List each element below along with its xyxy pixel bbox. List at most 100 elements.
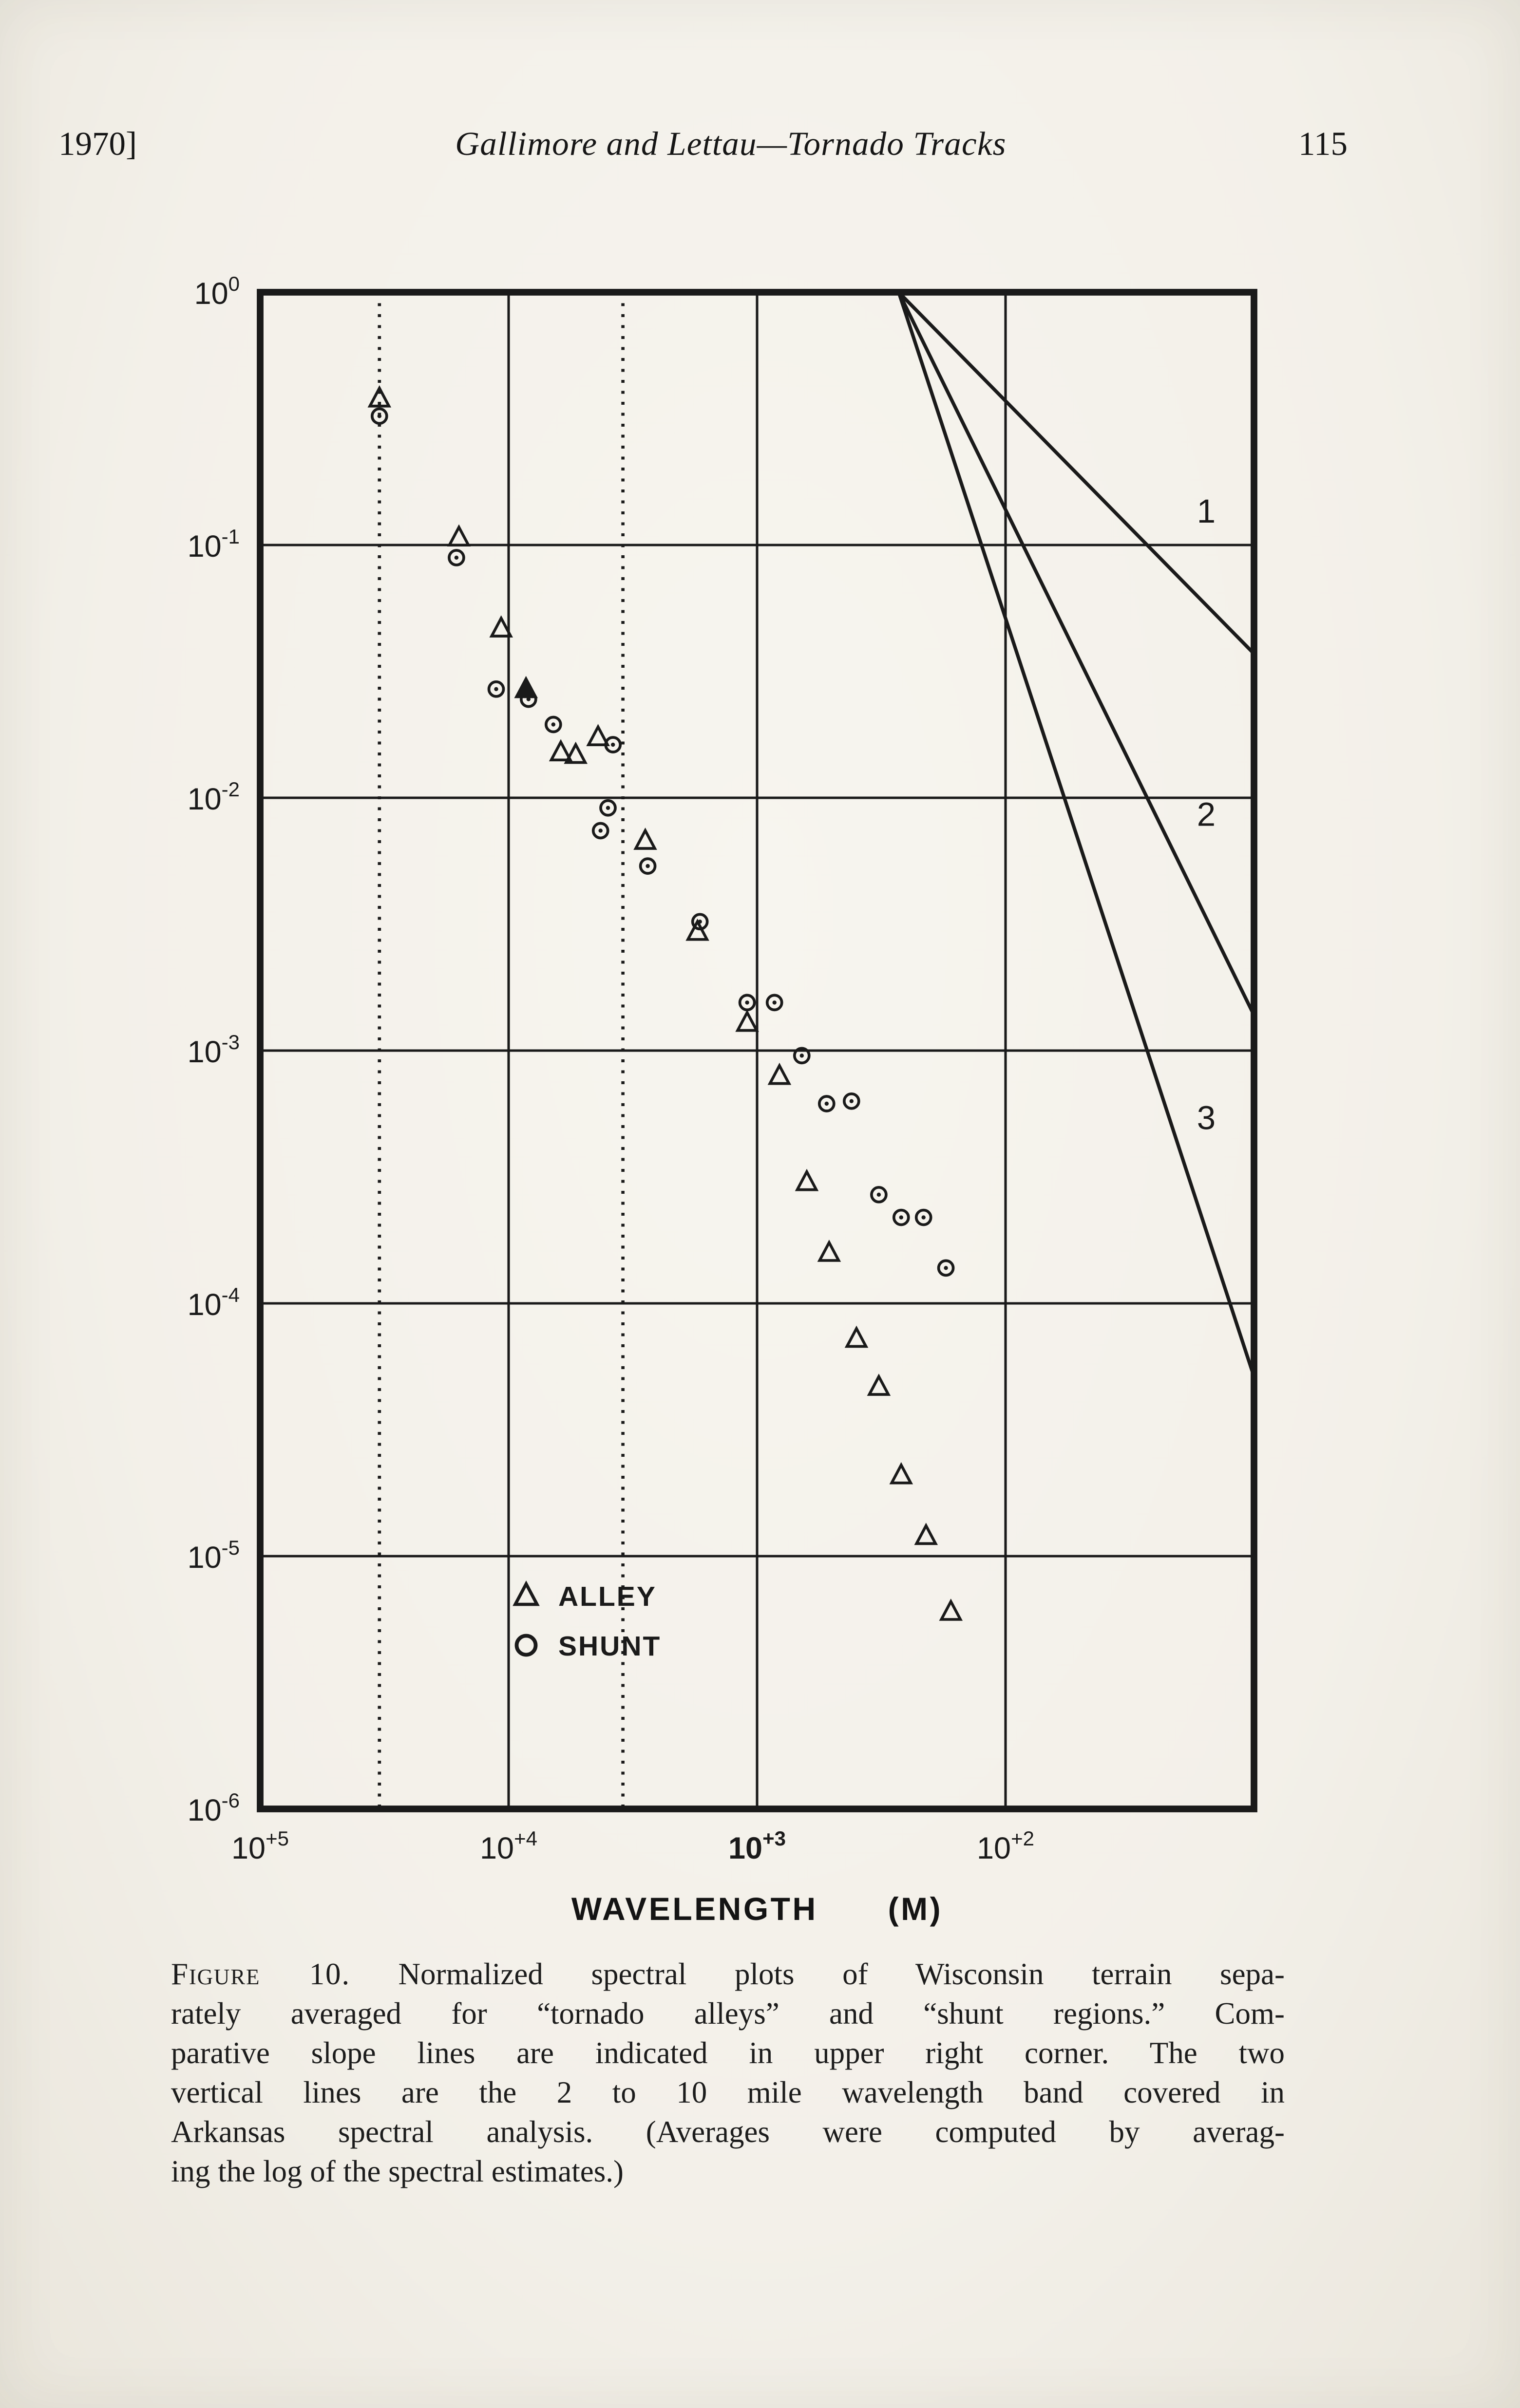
legend-label: ALLEY xyxy=(558,1581,657,1612)
slope-line-label: 1 xyxy=(1197,492,1216,530)
header-article-title: Gallimore and Lettau—Tornado Tracks xyxy=(455,126,1007,162)
circle-marker xyxy=(639,857,657,875)
triangle-marker xyxy=(867,1373,891,1396)
triangle-marker xyxy=(564,741,588,764)
circle-marker-dot xyxy=(646,864,650,868)
caption-line: ing the log of the spectral estimates.) xyxy=(171,2154,624,2189)
caption-line: vertical lines are the 2 to 10 mile wave… xyxy=(171,2075,1285,2110)
y-tick-labels: 100 10-1 10-2 10-3 10-4 10-5 10-6 xyxy=(188,272,240,1827)
triangle-marker xyxy=(549,739,573,762)
header-page-number: 115 xyxy=(1298,126,1348,162)
slope-lines xyxy=(897,291,1256,1377)
circle-marker-dot xyxy=(772,1000,777,1005)
x-axis-title-text: WAVELENGTH xyxy=(571,1891,818,1927)
y-tick-label: 10-2 xyxy=(188,778,240,816)
circle-marker-dot xyxy=(849,1099,854,1103)
x-axis-unit: (M) xyxy=(888,1891,943,1927)
circle-marker xyxy=(937,1259,955,1277)
circle-marker-dot xyxy=(377,414,381,418)
triangle-marker xyxy=(889,1462,913,1485)
slope-line-2 xyxy=(897,291,1256,1016)
circle-marker-dot xyxy=(799,1054,804,1058)
slope-line-label: 2 xyxy=(1197,796,1216,833)
triangle-marker xyxy=(914,1523,938,1545)
circle-marker-dot xyxy=(745,1000,749,1005)
triangle-marker xyxy=(447,524,471,547)
x-tick-labels: 10+5 10+4 10+3 10+2 xyxy=(231,1827,1034,1865)
circle-marker-dot xyxy=(944,1266,948,1270)
circle-marker-dot xyxy=(611,742,615,747)
triangle-marker xyxy=(685,918,709,941)
series-alley xyxy=(367,385,963,1621)
y-tick-label: 10-4 xyxy=(188,1283,240,1322)
circle-marker-dot xyxy=(598,828,603,833)
header-year: 1970] xyxy=(58,126,137,162)
circle-marker-dot xyxy=(899,1215,903,1220)
triangle-marker xyxy=(817,1240,841,1262)
circle-marker xyxy=(591,822,609,840)
legend: ALLEY SHUNT xyxy=(513,1580,661,1662)
circle-marker xyxy=(870,1185,888,1204)
y-tick-label: 10-3 xyxy=(188,1031,240,1069)
circle-marker-dot xyxy=(824,1101,829,1106)
x-tick-label: 10+4 xyxy=(480,1827,537,1865)
triangle-marker xyxy=(939,1599,963,1621)
circle-marker xyxy=(892,1208,910,1226)
slope-line-1 xyxy=(897,291,1255,655)
plot-border xyxy=(257,289,1257,1812)
circle-marker-dot xyxy=(876,1192,881,1197)
caption-line: parative slope lines are indicated in up… xyxy=(171,2035,1285,2070)
circle-marker xyxy=(914,1208,932,1226)
gridlines xyxy=(260,292,1254,1809)
spectral-chart: 1 2 3 100 10-1 10-2 10-3 10-4 10-5 10-6 10+5 10+4… xyxy=(188,272,1257,1865)
circle-marker-dot xyxy=(698,920,702,924)
legend-label: SHUNT xyxy=(558,1631,661,1662)
circle-marker xyxy=(370,407,388,425)
figure-caption: Figure 10. Normalized spectral plots of … xyxy=(171,1955,1285,2192)
circle-marker-dot xyxy=(606,806,610,810)
y-tick-label: 10-5 xyxy=(188,1536,240,1575)
x-axis-title: WAVELENGTH (M) xyxy=(260,1891,1254,1929)
triangle-marker xyxy=(735,1009,759,1032)
caption-line: Figure 10. Normalized spectral plots of … xyxy=(171,1955,1285,1994)
circle-marker xyxy=(691,913,709,931)
series-shunt xyxy=(370,407,955,1277)
circle-marker xyxy=(599,799,617,817)
circle-marker xyxy=(817,1095,836,1112)
caption-line: rately averaged for “tornado alleys” and… xyxy=(171,1996,1285,2031)
y-tick-label: 10-6 xyxy=(188,1789,240,1827)
circle-marker xyxy=(738,994,756,1012)
circle-marker xyxy=(448,549,465,566)
circle-marker xyxy=(487,680,505,698)
circle-marker-dot xyxy=(526,697,531,701)
plot-frame xyxy=(257,289,1257,1812)
circle-marker xyxy=(842,1092,860,1110)
triangle-marker xyxy=(767,1062,792,1085)
caption-line-text: Normalized spectral plots of Wisconsin t… xyxy=(350,1956,1285,1992)
circle-marker xyxy=(544,715,562,734)
circle-marker xyxy=(519,690,537,708)
x-tick-label: 10+3 xyxy=(728,1827,786,1865)
circle-marker-dot xyxy=(551,722,555,727)
circle-marker xyxy=(604,736,622,753)
triangle-marker xyxy=(795,1168,819,1191)
figure-caption-label: Figure 10. xyxy=(171,1956,350,1992)
circle-marker xyxy=(514,1634,538,1657)
y-tick-label: 100 xyxy=(194,272,240,311)
circle-marker-dot xyxy=(494,687,498,692)
triangle-marker xyxy=(513,1580,540,1606)
band-dotted-lines xyxy=(378,292,625,1809)
slope-line-label: 3 xyxy=(1197,1099,1216,1136)
circle-marker-dot xyxy=(921,1215,926,1220)
slope-line-3 xyxy=(897,291,1256,1377)
x-tick-label: 10+2 xyxy=(977,1827,1034,1865)
triangle-marker xyxy=(586,724,610,747)
circle-marker xyxy=(793,1047,811,1065)
triangle-marker xyxy=(367,385,392,408)
y-tick-label: 10-1 xyxy=(188,525,240,564)
triangle-marker xyxy=(489,615,513,638)
triangle-marker xyxy=(844,1325,869,1348)
x-tick-label: 10+5 xyxy=(231,1827,289,1865)
circle-marker-dot xyxy=(454,555,459,560)
